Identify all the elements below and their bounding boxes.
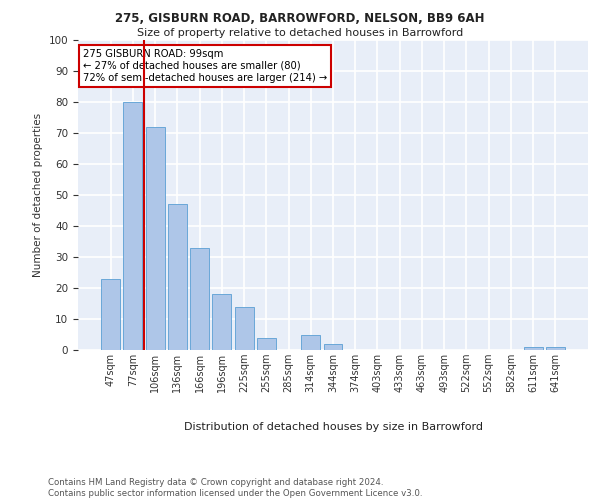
Bar [235, 306, 254, 350]
Text: Distribution of detached houses by size in Barrowford: Distribution of detached houses by size … [184, 422, 482, 432]
Bar [546, 347, 565, 350]
Bar [168, 204, 187, 350]
Bar [524, 347, 542, 350]
Text: Contains HM Land Registry data © Crown copyright and database right 2024.
Contai: Contains HM Land Registry data © Crown c… [48, 478, 422, 498]
Text: 275, GISBURN ROAD, BARROWFORD, NELSON, BB9 6AH: 275, GISBURN ROAD, BARROWFORD, NELSON, B… [115, 12, 485, 26]
Bar [212, 294, 231, 350]
Y-axis label: Number of detached properties: Number of detached properties [33, 113, 43, 277]
Text: Size of property relative to detached houses in Barrowford: Size of property relative to detached ho… [137, 28, 463, 38]
Bar [146, 127, 164, 350]
Bar [124, 102, 142, 350]
Bar [257, 338, 276, 350]
Bar [101, 278, 120, 350]
Bar [301, 334, 320, 350]
Bar [190, 248, 209, 350]
Bar [323, 344, 343, 350]
Text: 275 GISBURN ROAD: 99sqm
← 27% of detached houses are smaller (80)
72% of semi-de: 275 GISBURN ROAD: 99sqm ← 27% of detache… [83, 50, 328, 82]
